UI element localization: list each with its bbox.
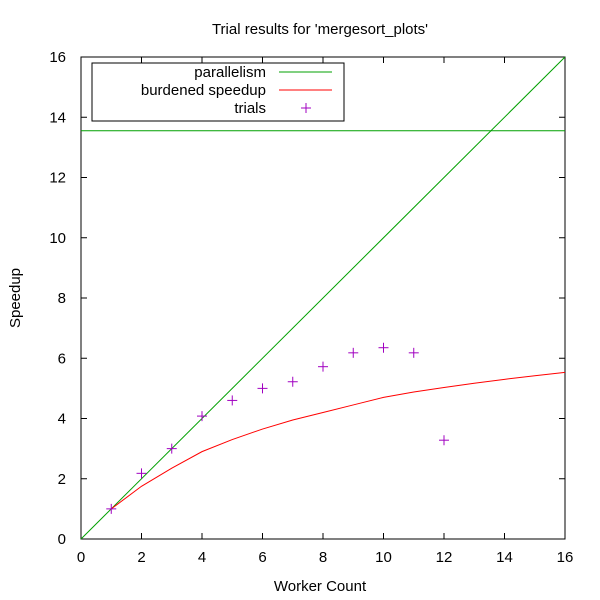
trial-point [318, 361, 328, 372]
trial-point [348, 347, 359, 358]
x-tick-label: 10 [375, 549, 392, 566]
x-tick-label: 4 [198, 549, 206, 566]
series-parallelism-linear [80, 56, 566, 540]
x-tick-label: 6 [258, 549, 266, 566]
trial-point [257, 383, 268, 394]
trial-point [408, 347, 419, 358]
trial-point [166, 443, 177, 454]
x-tick-label: 12 [436, 549, 453, 566]
x-tick-label: 8 [319, 549, 327, 566]
x-tick-label: 14 [496, 549, 513, 566]
y-tick-label: 0 [58, 531, 66, 548]
y-tick-label: 8 [58, 290, 66, 307]
series-burdened-speedup [110, 371, 566, 510]
y-tick-label: 6 [58, 350, 66, 367]
y-tick-label: 10 [49, 230, 66, 247]
trial-point [106, 503, 117, 514]
trial-point [136, 468, 147, 479]
trial-point [287, 376, 298, 387]
trial-point [378, 342, 389, 353]
y-tick-label: 4 [58, 411, 66, 428]
y-tick-label: 2 [58, 471, 66, 488]
x-tick-label: 2 [137, 549, 145, 566]
x-axis-label: Worker Count [274, 578, 367, 595]
x-tick-label: 0 [77, 549, 85, 566]
x-tick-label: 16 [557, 549, 574, 566]
legend-box [91, 62, 345, 122]
chart-title: Trial results for 'mergesort_plots' [212, 21, 428, 38]
y-axis-label: Speedup [7, 268, 24, 328]
y-axis-ticks: 0 2 4 6 8 10 12 14 16 [49, 49, 565, 548]
series-layer [80, 56, 566, 540]
legend-marker-trials [301, 103, 311, 113]
y-tick-label: 12 [49, 170, 66, 187]
trial-point [197, 411, 207, 422]
trial-point [227, 395, 238, 406]
x-axis-ticks: 0 2 4 6 8 10 12 14 16 [77, 57, 574, 566]
legend-label-trials: trials [234, 100, 266, 117]
trial-point [439, 435, 449, 446]
y-tick-label: 14 [49, 109, 66, 126]
legend-label-burdened-speedup: burdened speedup [141, 82, 266, 99]
legend: parallelism burdened speedup trials [91, 62, 345, 122]
y-tick-label: 16 [49, 49, 66, 66]
legend-label-parallelism: parallelism [194, 64, 266, 81]
